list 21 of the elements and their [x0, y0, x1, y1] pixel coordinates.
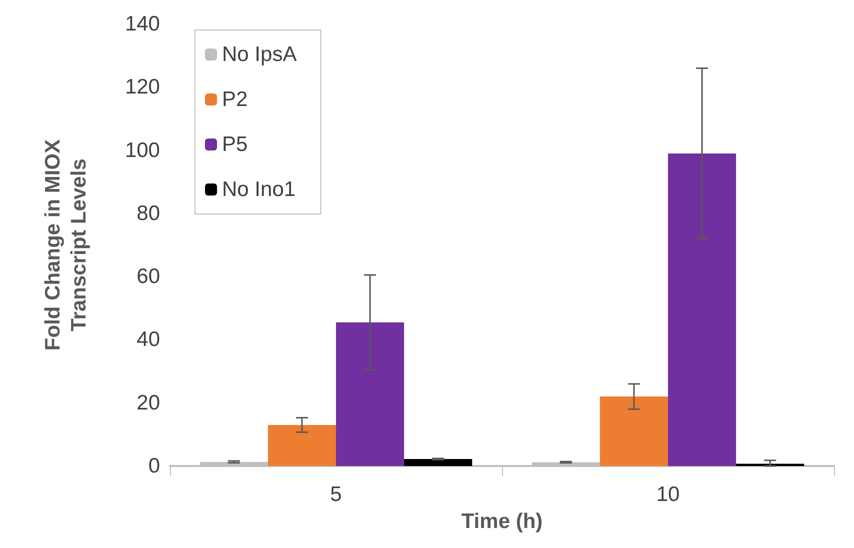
bar	[268, 424, 336, 466]
y-tick-label: 120	[124, 76, 160, 99]
x-tick-label: 5	[330, 483, 342, 506]
bar	[336, 322, 404, 466]
y-tick-label: 60	[136, 265, 160, 288]
x-tick-label: 10	[656, 483, 680, 506]
legend-label: P2	[222, 88, 248, 111]
y-tick-label: 40	[136, 328, 160, 352]
y-tick-label: 0	[148, 454, 160, 478]
legend-label: P5	[222, 133, 248, 156]
y-tick-label: 140	[124, 12, 160, 36]
y-tick-label: 100	[124, 138, 160, 162]
y-axis-title: Fold Change in MIOX Transcript Levels	[42, 139, 90, 351]
legend-label: No IpsA	[222, 43, 297, 66]
x-axis-title: Time (h)	[461, 510, 543, 533]
y-tick-label: 20	[136, 391, 160, 414]
bar	[668, 153, 736, 466]
bar	[600, 396, 668, 466]
y-tick-label: 80	[136, 202, 160, 225]
bar	[404, 459, 472, 466]
legend-label: No Ino1	[222, 178, 296, 201]
